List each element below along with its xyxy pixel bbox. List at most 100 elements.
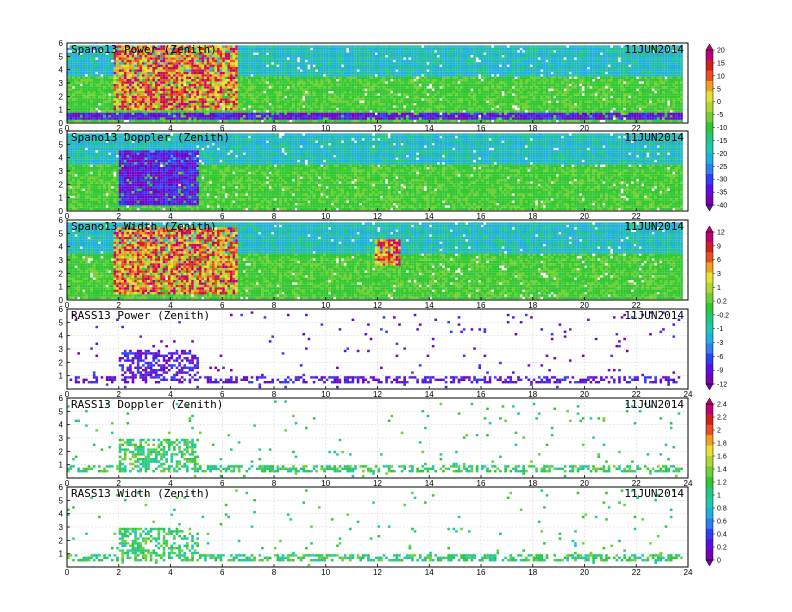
data-cell [413,110,417,113]
data-cell [162,103,166,106]
data-cell [175,95,179,99]
data-cell [242,47,246,51]
data-cell [217,117,220,120]
data-cell [354,55,357,58]
data-cell [274,86,277,89]
data-cell [245,110,249,113]
data-cell [87,91,91,94]
data-cell [95,45,99,48]
data-cell [72,50,75,53]
data-cell [374,47,378,51]
data-cell [196,67,199,70]
data-cell [193,88,197,91]
data-cell [346,107,350,111]
data-cell [268,67,272,70]
data-cell [193,115,197,118]
data-cell [154,52,158,55]
data-cell [116,95,119,99]
data-cell [447,81,450,84]
data-cell [284,112,287,115]
data-cell [429,81,432,84]
data-cell [418,69,422,72]
data-cell [79,81,83,84]
data-cell [426,95,430,99]
data-cell [165,57,168,60]
data-cell [434,69,438,72]
data-cell [447,105,450,108]
data-cell [328,71,331,75]
data-cell [346,103,350,106]
data-cell [142,71,145,75]
data-cell [393,74,396,77]
data-cell [338,103,342,106]
data-cell [167,103,171,106]
data-cell [473,86,476,89]
data-cell [312,47,316,51]
data-cell [310,69,313,72]
data-cell [248,55,251,58]
data-cell [274,62,277,65]
data-cell [131,67,135,70]
data-cell [385,110,388,113]
data-cell [193,86,197,89]
data-cell [131,91,135,94]
data-cell [224,64,228,67]
data-cell [429,115,432,118]
data-cell [341,62,344,65]
data-cell [473,98,476,101]
data-cell [289,117,293,120]
data-cell [302,86,306,89]
data-cell [457,74,461,77]
data-cell [206,83,210,87]
data-cell [116,50,119,53]
data-cell [382,110,386,113]
data-cell [382,112,386,115]
data-cell [315,115,318,118]
data-cell [374,71,378,75]
data-cell [333,69,337,72]
data-cell [248,71,251,75]
data-cell [455,76,458,79]
data-cell [364,45,368,48]
data-cell [204,55,207,58]
data-cell [219,112,223,115]
data-cell [116,103,119,106]
data-cell [67,91,70,94]
data-cell [437,107,440,111]
data-cell [279,110,282,113]
data-cell [118,86,122,89]
data-cell [405,100,409,103]
data-cell [154,59,158,63]
data-cell [361,103,365,106]
data-cell [393,83,396,87]
data-cell [209,79,212,82]
data-cell [305,115,308,118]
data-cell [307,50,311,53]
data-cell [227,115,231,118]
data-cell [211,69,215,72]
data-cell [240,86,243,89]
data-cell [266,88,269,91]
data-cell [173,50,176,53]
data-cell [113,74,117,77]
data-cell [408,74,412,77]
data-cell [152,88,155,91]
data-cell [470,67,474,70]
data-cell [452,79,456,82]
data-cell [444,47,448,51]
data-cell [302,76,306,79]
data-cell [468,83,471,87]
data-cell [299,55,303,58]
data-cell [286,100,290,103]
data-cell [439,95,443,99]
data-cell [411,59,414,63]
data-cell [354,57,357,60]
data-cell [165,110,168,113]
data-cell [468,117,471,120]
data-cell [165,88,168,91]
data-cell [439,50,443,53]
data-cell [299,110,303,113]
data-cell [214,55,218,58]
data-cell [206,52,210,55]
data-cell [87,110,91,113]
